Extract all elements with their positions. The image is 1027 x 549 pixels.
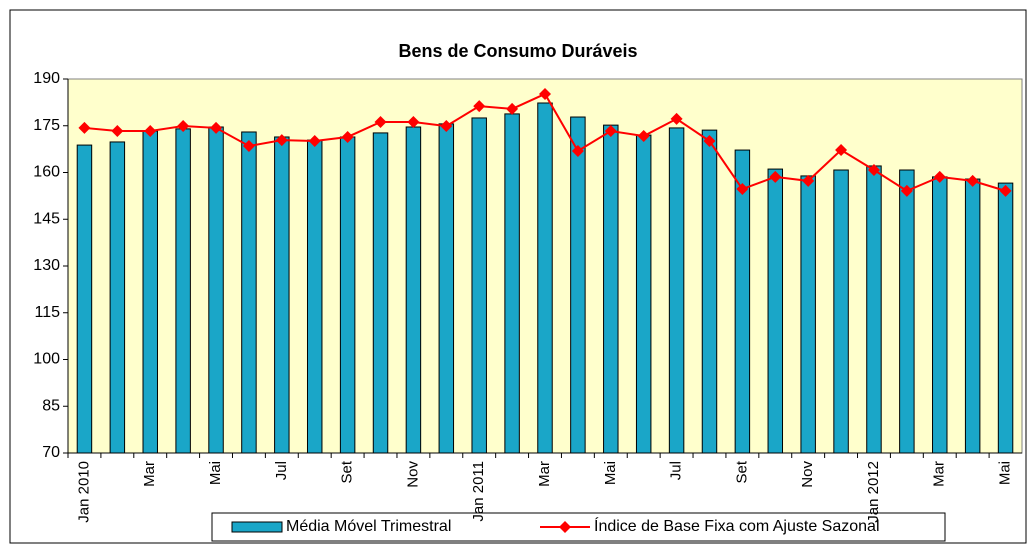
x-tick-label: Jan 2011 bbox=[470, 461, 487, 522]
bar bbox=[306, 139, 323, 454]
y-tick-label: 85 bbox=[42, 397, 60, 414]
y-tick-label: 115 bbox=[34, 304, 60, 321]
marker bbox=[637, 130, 650, 143]
bar bbox=[504, 113, 520, 454]
bar bbox=[899, 169, 915, 454]
bar bbox=[767, 168, 784, 454]
marker bbox=[933, 170, 946, 183]
marker bbox=[242, 140, 255, 153]
legend-swatch bbox=[231, 521, 283, 533]
marker bbox=[571, 144, 584, 157]
y-tick-label: 100 bbox=[33, 351, 60, 368]
marker bbox=[867, 164, 880, 177]
y-tick-label: 160 bbox=[33, 164, 60, 181]
x-tick-label: Mar bbox=[141, 461, 158, 487]
marker bbox=[539, 87, 551, 100]
bar bbox=[208, 126, 224, 454]
marker bbox=[275, 134, 288, 147]
bar bbox=[405, 126, 422, 454]
bar bbox=[175, 128, 191, 454]
marker bbox=[111, 125, 124, 138]
marker bbox=[703, 135, 716, 148]
bar bbox=[734, 149, 751, 454]
marker bbox=[736, 183, 749, 196]
marker bbox=[78, 121, 91, 134]
y-tick-label: 145 bbox=[33, 210, 60, 227]
marker bbox=[802, 174, 815, 187]
bar bbox=[635, 134, 652, 454]
legend-label: Índice de Base Fixa com Ajuste Sazonal bbox=[594, 516, 880, 535]
bar bbox=[997, 182, 1014, 454]
marker bbox=[966, 174, 979, 187]
bar bbox=[800, 175, 816, 454]
marker bbox=[473, 100, 486, 113]
marker bbox=[670, 112, 683, 125]
marker bbox=[144, 125, 157, 138]
bar bbox=[833, 169, 849, 454]
y-tick-label: 175 bbox=[33, 117, 60, 134]
x-tick-label: Nov bbox=[799, 461, 816, 488]
legend-marker bbox=[559, 521, 571, 533]
marker bbox=[999, 184, 1012, 197]
x-tick-label: Jan 2012 bbox=[865, 461, 882, 523]
legend-label: Média Móvel Trimestral bbox=[286, 518, 451, 535]
bar bbox=[339, 136, 356, 454]
x-tick-label: Set bbox=[339, 460, 356, 483]
y-tick-label: 70 bbox=[42, 444, 60, 461]
x-tick-label: Nov bbox=[404, 461, 421, 488]
bar bbox=[372, 132, 389, 454]
bar bbox=[76, 144, 93, 454]
x-tick-label: Mai bbox=[207, 461, 224, 485]
bar bbox=[964, 178, 981, 454]
bar bbox=[570, 116, 586, 454]
bar bbox=[668, 127, 685, 454]
x-tick-label: Jan 2010 bbox=[75, 461, 92, 523]
marker bbox=[604, 125, 617, 138]
marker bbox=[407, 116, 420, 129]
marker bbox=[900, 184, 913, 197]
y-tick-label: 190 bbox=[33, 70, 60, 87]
bar bbox=[603, 124, 619, 454]
x-tick-label: Mai bbox=[997, 461, 1014, 485]
bar bbox=[537, 102, 553, 454]
marker bbox=[341, 130, 354, 143]
chart-title: Bens de Consumo Duráveis bbox=[398, 41, 637, 61]
bar bbox=[142, 130, 158, 454]
bar bbox=[438, 123, 455, 454]
marker bbox=[308, 135, 321, 148]
bar bbox=[241, 131, 257, 454]
marker bbox=[440, 120, 453, 133]
marker bbox=[374, 116, 387, 129]
marker bbox=[769, 170, 782, 183]
x-tick-label: Mai bbox=[602, 461, 619, 485]
bar bbox=[471, 117, 487, 454]
bar bbox=[932, 176, 948, 454]
marker bbox=[210, 121, 223, 134]
bar bbox=[701, 129, 718, 454]
marker bbox=[835, 144, 848, 157]
x-tick-label: Mar bbox=[931, 461, 948, 487]
x-tick-label: Mar bbox=[536, 461, 553, 487]
marker bbox=[506, 102, 519, 115]
x-tick-label: Jul bbox=[668, 461, 685, 480]
bar bbox=[866, 165, 882, 454]
bar bbox=[109, 141, 126, 454]
bar bbox=[274, 136, 290, 454]
marker bbox=[177, 120, 190, 133]
x-tick-label: Jul bbox=[273, 461, 290, 480]
x-tick-label: Set bbox=[733, 460, 750, 483]
y-tick-label: 130 bbox=[33, 257, 60, 274]
